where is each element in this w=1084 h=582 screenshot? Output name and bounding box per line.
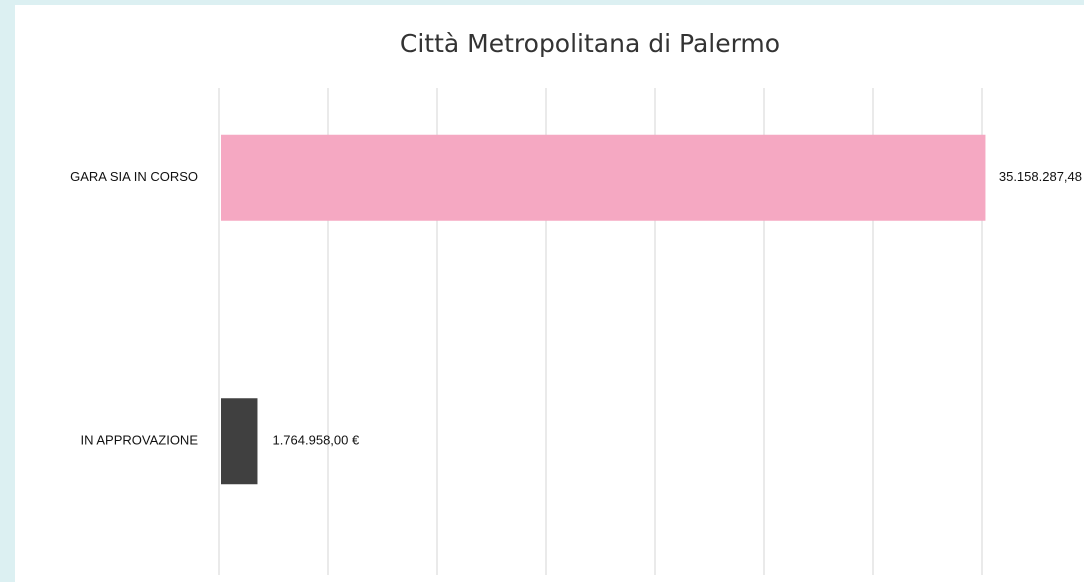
bar [221, 398, 258, 485]
chart-title: Città Metropolitana di Palermo [400, 29, 780, 58]
y-tick-label: IN APPROVAZIONE [80, 433, 198, 448]
plot-panel [15, 5, 1084, 582]
y-tick-label: GARA SIA IN CORSO [70, 169, 198, 184]
value-label: 35.158.287,48 [999, 169, 1082, 184]
bar [221, 134, 986, 221]
value-label: 1.764.958,00 € [272, 433, 360, 448]
